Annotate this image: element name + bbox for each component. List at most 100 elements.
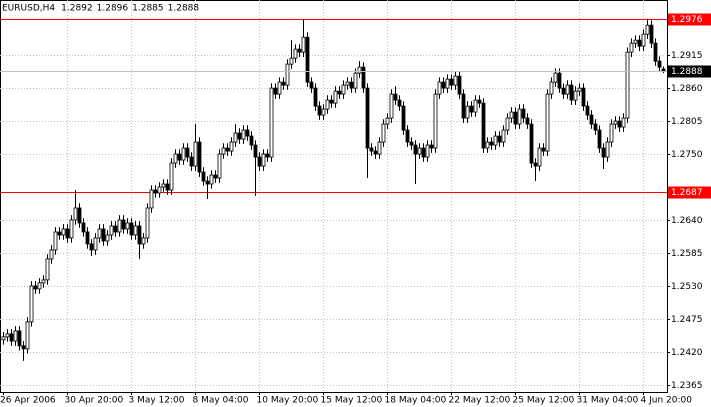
candle-body bbox=[401, 105, 406, 131]
x-tick-label: 18 May 04:00 bbox=[385, 396, 447, 406]
candle-body bbox=[577, 87, 582, 92]
candle-body bbox=[269, 87, 274, 158]
candle-body bbox=[69, 219, 74, 239]
candle-body bbox=[213, 174, 218, 179]
candle-body bbox=[9, 333, 14, 342]
candle-body bbox=[33, 285, 38, 290]
x-tick-label: 31 May 04:00 bbox=[577, 396, 639, 406]
candle-body bbox=[325, 99, 330, 110]
candle-body bbox=[341, 84, 346, 95]
candle-body bbox=[53, 231, 58, 251]
candle-body bbox=[345, 81, 350, 86]
candle-body bbox=[241, 129, 246, 140]
candle-body bbox=[185, 147, 190, 158]
y-tick-label: 1.2750 bbox=[671, 150, 703, 160]
candle-body bbox=[525, 117, 530, 125]
x-tick-label: 3 May 12:00 bbox=[129, 396, 185, 406]
candle-body bbox=[81, 222, 86, 233]
candle-body bbox=[493, 135, 498, 146]
candle-body bbox=[605, 141, 610, 158]
candle-body bbox=[585, 105, 590, 116]
y-tick-label: 1.2805 bbox=[671, 117, 703, 127]
candle-body bbox=[49, 249, 54, 260]
candle-body bbox=[157, 186, 162, 194]
candle-body bbox=[125, 222, 130, 230]
x-tick-label: 10 May 20:00 bbox=[257, 396, 319, 406]
candle-body bbox=[561, 87, 566, 95]
candle-body bbox=[385, 117, 390, 125]
candle-body bbox=[97, 228, 102, 239]
candle-body bbox=[221, 147, 226, 155]
candle-body bbox=[273, 87, 278, 95]
candle-body bbox=[189, 156, 194, 167]
candle-body bbox=[121, 219, 126, 230]
candle-body bbox=[201, 171, 206, 182]
title-high: 1.2896 bbox=[97, 4, 129, 14]
candle-body bbox=[193, 141, 198, 167]
candle-body bbox=[473, 99, 478, 113]
x-tick-label: 30 Apr 20:00 bbox=[65, 396, 124, 406]
candle-body bbox=[649, 24, 654, 44]
candle-body bbox=[29, 285, 34, 323]
y-tick-label: 1.2915 bbox=[671, 51, 703, 61]
candle-body bbox=[165, 183, 170, 191]
candle-body bbox=[369, 147, 374, 152]
candle-body bbox=[181, 147, 186, 161]
candle-body bbox=[209, 174, 214, 185]
candle-body bbox=[573, 90, 578, 101]
candle-body bbox=[597, 129, 602, 149]
candle-body bbox=[533, 162, 538, 167]
candle-body bbox=[661, 68, 666, 72]
candle-body bbox=[397, 99, 402, 107]
candle-body bbox=[145, 207, 150, 239]
candle-body bbox=[17, 330, 22, 347]
bid-label-box bbox=[668, 65, 711, 78]
candle-body bbox=[297, 48, 302, 53]
candle-body bbox=[253, 144, 258, 158]
candle-body bbox=[333, 90, 338, 104]
candle-body bbox=[413, 144, 418, 155]
candle-body bbox=[161, 183, 166, 188]
candle-body bbox=[589, 114, 594, 125]
title-low: 1.2885 bbox=[132, 4, 164, 14]
x-tick-label: 8 May 04:00 bbox=[193, 396, 249, 406]
candle-body bbox=[469, 105, 474, 113]
candle-body bbox=[305, 36, 310, 83]
candle-body bbox=[229, 141, 234, 152]
candle-body bbox=[497, 135, 502, 143]
candle-body bbox=[405, 129, 410, 143]
level-label-box bbox=[668, 186, 711, 199]
candle-body bbox=[217, 153, 222, 179]
y-tick-label: 1.2365 bbox=[671, 381, 703, 391]
candle-body bbox=[617, 120, 622, 128]
candle-body bbox=[173, 153, 178, 164]
candle-body bbox=[25, 321, 30, 350]
candle-body bbox=[281, 81, 286, 86]
candle-body bbox=[225, 147, 230, 152]
candle-body bbox=[569, 84, 574, 101]
x-tick-label: 26 Apr 2006 bbox=[0, 396, 56, 406]
candle-body bbox=[657, 60, 662, 68]
candle-body bbox=[465, 105, 470, 119]
candle-body bbox=[261, 153, 266, 167]
candle-body bbox=[645, 24, 650, 35]
candle-body bbox=[633, 39, 638, 44]
candle-body bbox=[349, 81, 354, 89]
candle-body bbox=[445, 78, 450, 89]
candle-body bbox=[593, 123, 598, 131]
candle-body bbox=[113, 225, 118, 233]
level-label-box bbox=[668, 13, 711, 26]
candle-body bbox=[313, 87, 318, 107]
candle-body bbox=[177, 153, 182, 161]
candle-body bbox=[437, 81, 442, 95]
candle-body bbox=[417, 147, 422, 155]
candle-body bbox=[457, 75, 462, 95]
candle-body bbox=[329, 99, 334, 104]
candle-body bbox=[365, 87, 370, 149]
candle-body bbox=[553, 72, 558, 83]
candle-body bbox=[521, 108, 526, 119]
candle-body bbox=[353, 72, 358, 89]
candle-body bbox=[277, 81, 282, 95]
candle-body bbox=[205, 180, 210, 185]
